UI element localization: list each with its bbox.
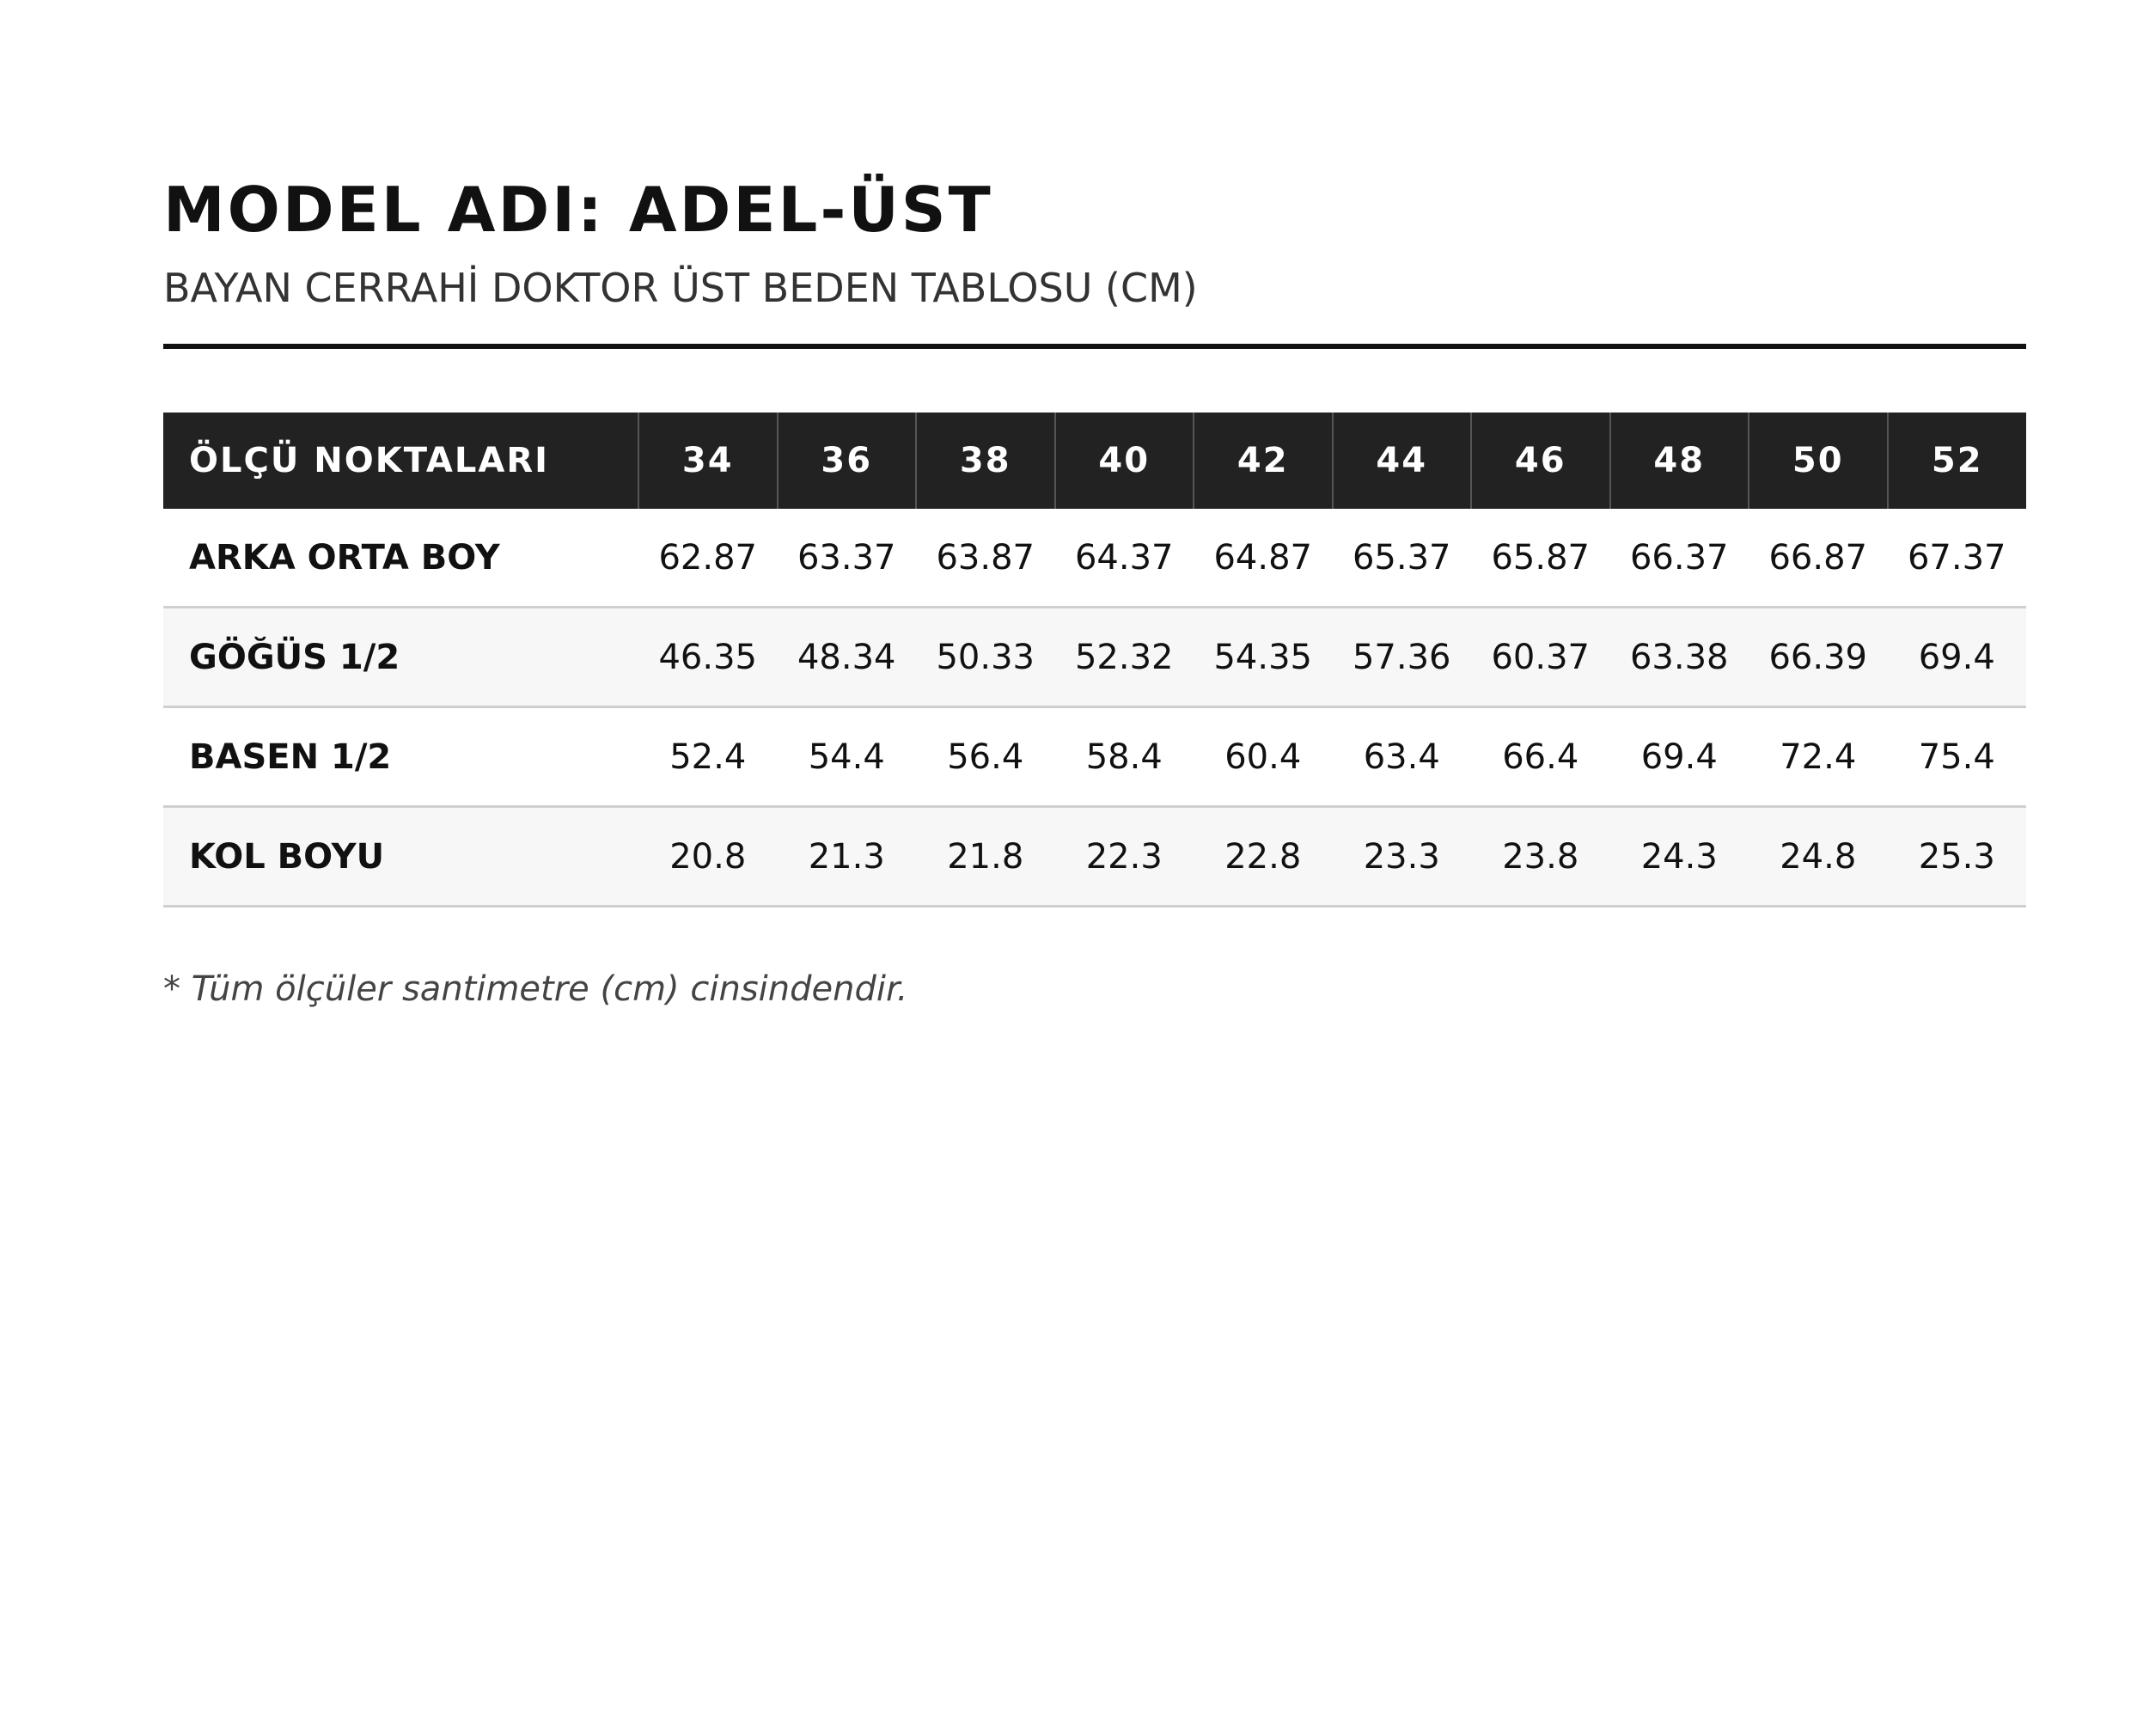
size-header: 40 <box>1053 413 1194 509</box>
measure-value: 63.37 <box>777 509 916 608</box>
title: MODEL ADI: ADEL-ÜST <box>163 174 993 246</box>
measure-header: ÖLÇÜ NOKTALARI <box>163 413 638 509</box>
measure-value: 63.87 <box>916 509 1055 608</box>
size-header: 34 <box>638 413 778 509</box>
measure-value: 48.34 <box>777 607 916 708</box>
footnote: * Tüm ölçüler santimetre (cm) cinsindend… <box>163 969 908 1009</box>
measure-value: 63.4 <box>1332 706 1471 808</box>
measure-value: 67.37 <box>1887 509 2026 608</box>
measure-value: 72.4 <box>1749 706 1888 808</box>
measure-value: 60.4 <box>1194 706 1333 808</box>
table-row: BASEN 1/2 52.4 54.4 56.4 58.4 60.4 63.4 66.4 69.… <box>163 706 2026 808</box>
table-row: KOL BOYU 20.8 21.3 21.8 22.3 22.8 23.3 23.8 24.3… <box>163 806 2026 908</box>
measure-value: 75.4 <box>1887 706 2026 808</box>
table-row: GÖĞÜS 1/2 46.35 48.34 50.33 52.32 54.35 57.36 6… <box>163 607 2026 708</box>
measure-value: 64.37 <box>1054 509 1194 608</box>
measure-value: 65.37 <box>1332 509 1471 608</box>
measure-value: 69.4 <box>1887 607 2026 708</box>
measure-value: 66.39 <box>1749 607 1888 708</box>
measure-value: 60.37 <box>1471 607 1610 708</box>
measure-value: 63.38 <box>1609 607 1749 708</box>
measure-value: 62.87 <box>638 509 778 608</box>
measure-name: KOL BOYU <box>163 806 638 908</box>
measure-value: 65.87 <box>1471 509 1610 608</box>
size-header: 50 <box>1748 413 1888 509</box>
measure-value: 24.8 <box>1749 806 1888 908</box>
measure-value: 22.8 <box>1194 806 1333 908</box>
size-header: 38 <box>915 413 1055 509</box>
measure-value: 57.36 <box>1332 607 1471 708</box>
measure-value: 64.87 <box>1194 509 1333 608</box>
size-header: 52 <box>1886 413 2026 509</box>
measure-value: 69.4 <box>1609 706 1749 808</box>
measure-value: 66.87 <box>1749 509 1888 608</box>
measure-value: 23.3 <box>1332 806 1471 908</box>
measure-value: 21.8 <box>916 806 1055 908</box>
measure-value: 25.3 <box>1887 806 2026 908</box>
size-header: 44 <box>1331 413 1471 509</box>
measure-value: 46.35 <box>638 607 778 708</box>
measure-value: 21.3 <box>777 806 916 908</box>
divider <box>163 344 2026 349</box>
table-head: ÖLÇÜ NOKTALARI 34 36 38 40 42 44 46 48 50 52 <box>163 413 2026 509</box>
size-header: 48 <box>1609 413 1749 509</box>
size-header: 42 <box>1193 413 1333 509</box>
size-header: 36 <box>776 413 916 509</box>
measure-value: 24.3 <box>1609 806 1749 908</box>
measure-value: 58.4 <box>1054 706 1194 808</box>
size-table: ÖLÇÜ NOKTALARI 34 36 38 40 42 44 46 48 50 52 ARKA … <box>163 413 2026 908</box>
measure-value: 54.35 <box>1194 607 1333 708</box>
measure-value: 54.4 <box>777 706 916 808</box>
measure-value: 50.33 <box>916 607 1055 708</box>
table-body: ARKA ORTA BOY 62.87 63.37 63.87 64.37 64.87 65… <box>163 509 2026 908</box>
header-row: ÖLÇÜ NOKTALARI 34 36 38 40 42 44 46 48 50 52 <box>163 413 2026 509</box>
measure-value: 66.4 <box>1471 706 1610 808</box>
measure-value: 52.32 <box>1054 607 1194 708</box>
measure-value: 56.4 <box>916 706 1055 808</box>
measure-name: ARKA ORTA BOY <box>163 509 638 608</box>
measure-name: GÖĞÜS 1/2 <box>163 607 638 708</box>
subtitle: BAYAN CERRAHİ DOKTOR ÜST BEDEN TABLOSU (… <box>163 265 1198 311</box>
measure-value: 20.8 <box>638 806 778 908</box>
measure-value: 66.37 <box>1609 509 1749 608</box>
measure-value: 23.8 <box>1471 806 1610 908</box>
table-row: ARKA ORTA BOY 62.87 63.37 63.87 64.37 64.87 65… <box>163 509 2026 608</box>
measure-value: 52.4 <box>638 706 778 808</box>
measure-value: 22.3 <box>1054 806 1194 908</box>
size-header: 46 <box>1470 413 1610 509</box>
measure-name: BASEN 1/2 <box>163 706 638 808</box>
